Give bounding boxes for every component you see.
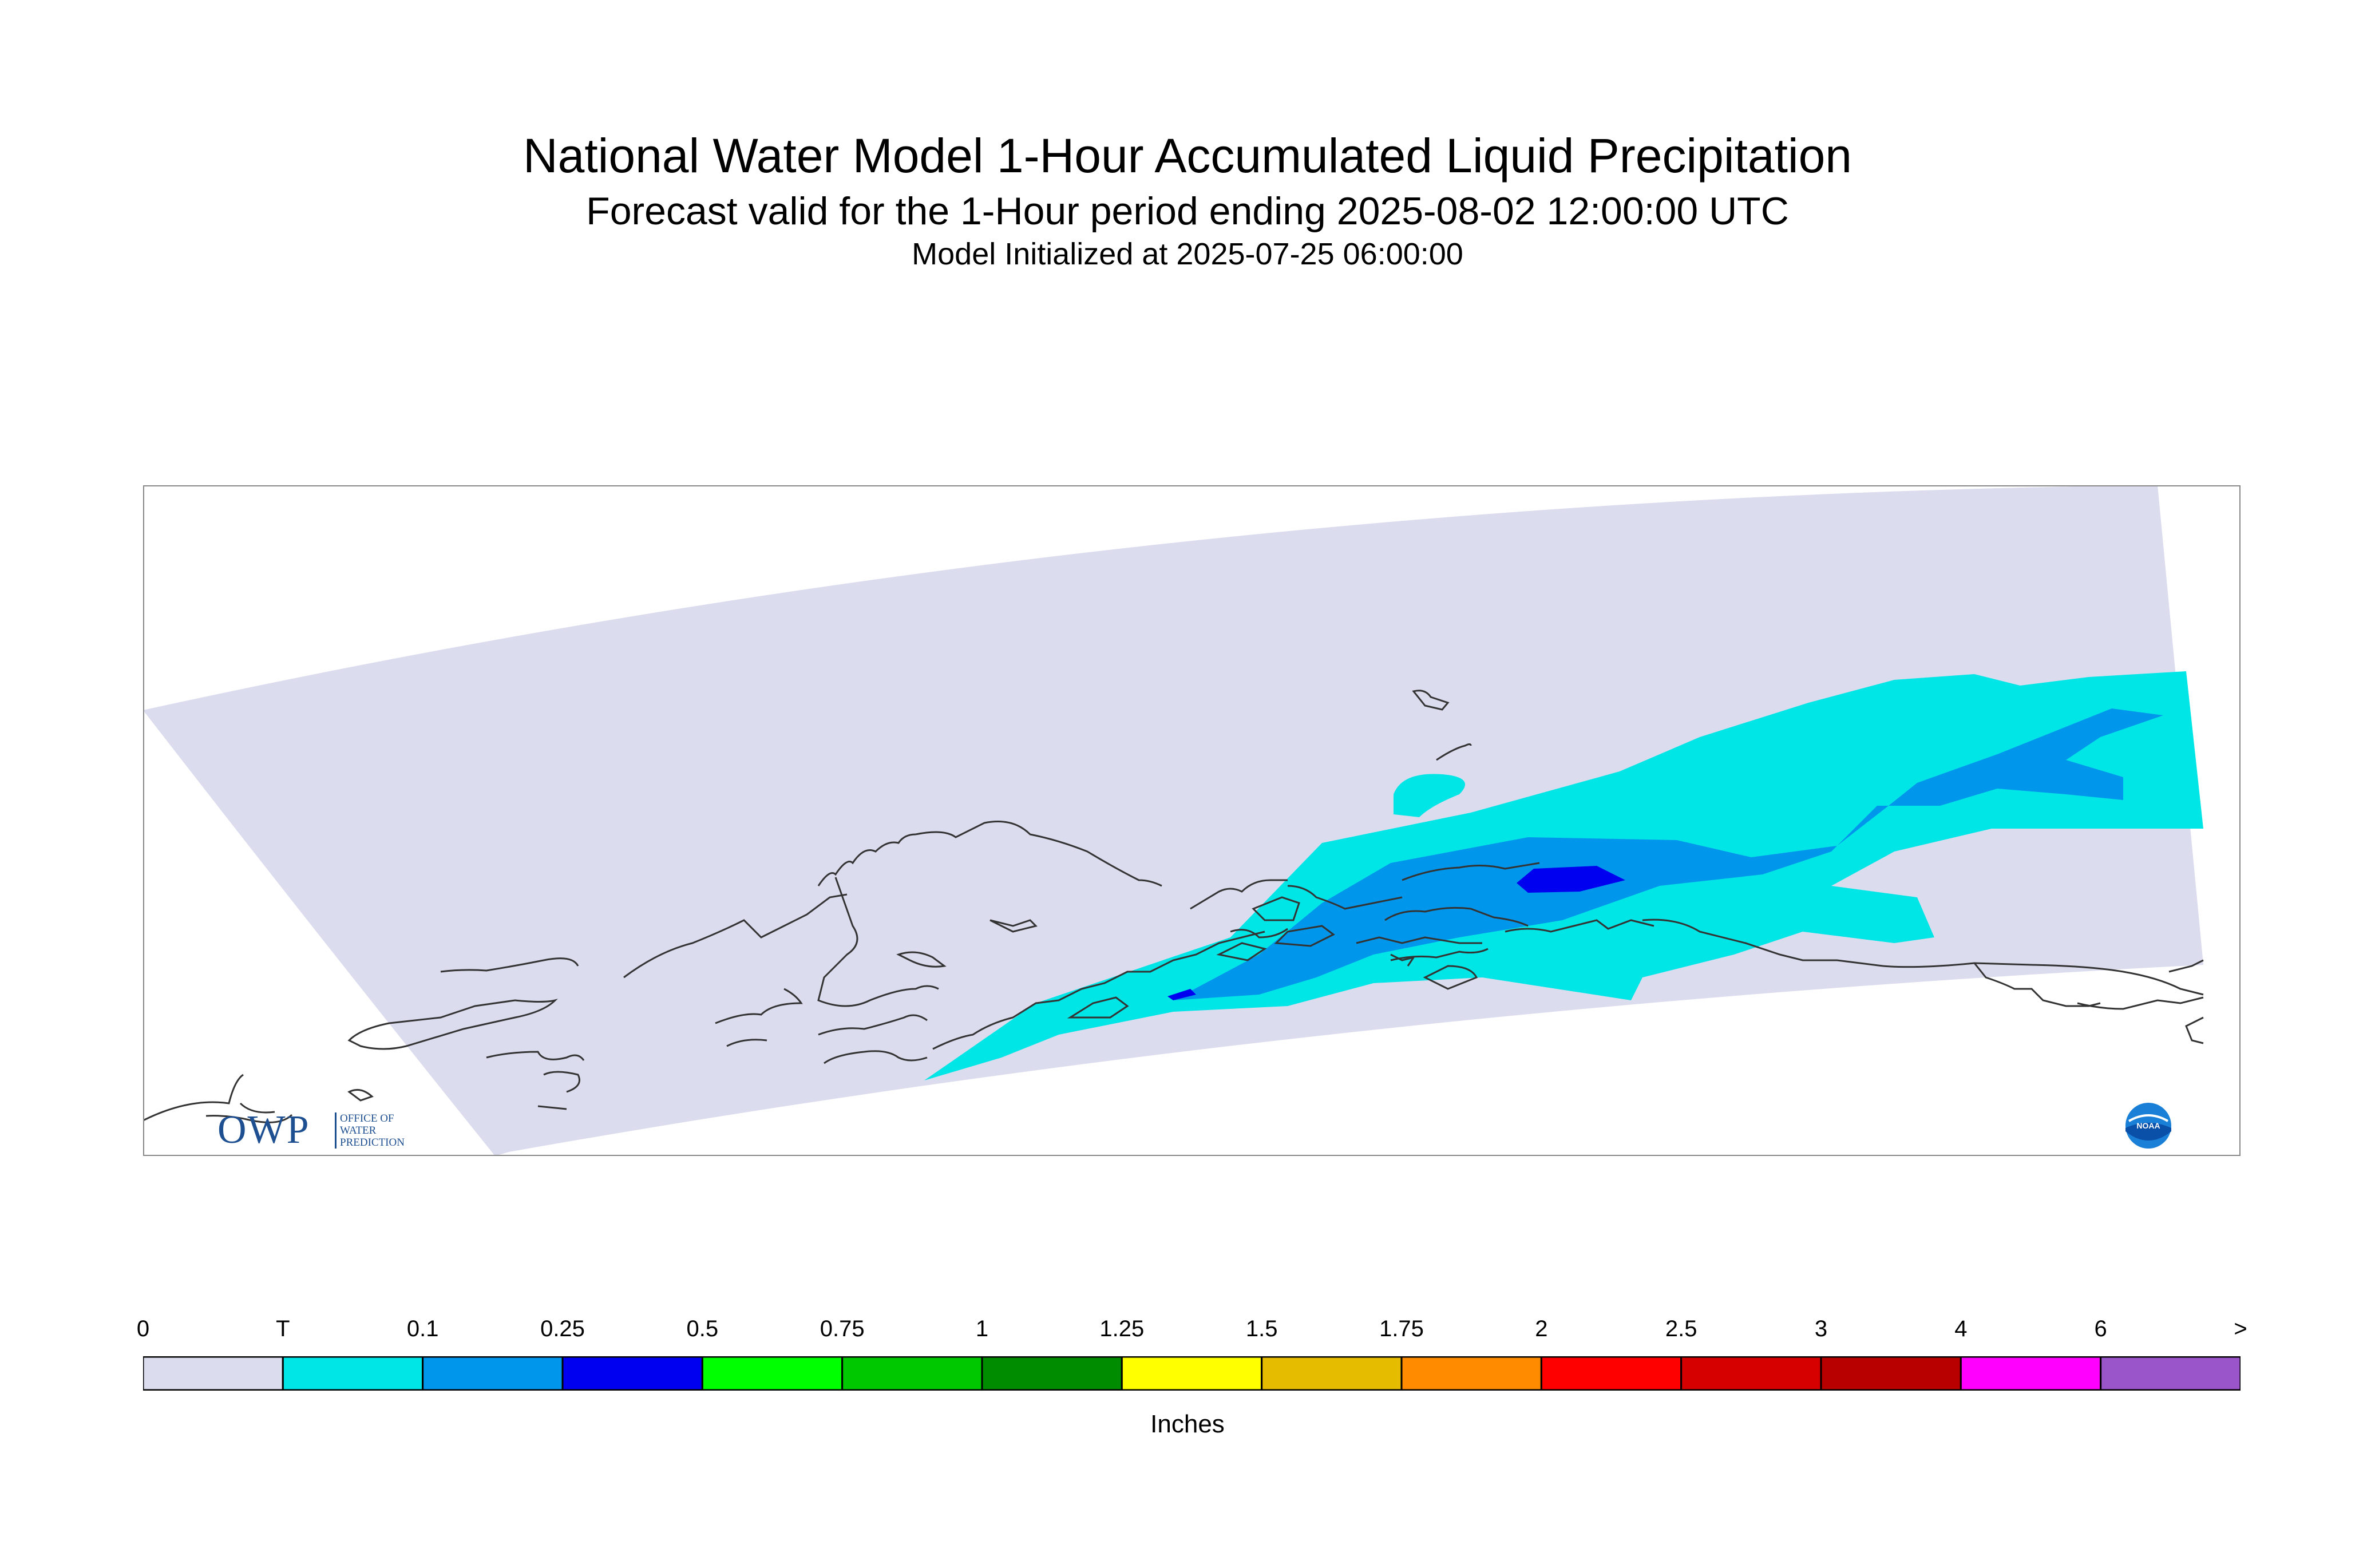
legend-tick-label: 0.5 xyxy=(686,1316,719,1341)
map-frame xyxy=(143,485,2241,1156)
owp-logo-text: OFFICE OF WATER PREDICTION xyxy=(335,1112,405,1149)
owp-text-line-3: PREDICTION xyxy=(340,1137,405,1149)
legend-swatch xyxy=(981,1356,1123,1391)
legend-swatch xyxy=(143,1356,284,1391)
owp-logo: OWP OFFICE OF WATER PREDICTION xyxy=(217,1108,405,1152)
legend-units: Inches xyxy=(1150,1410,1225,1438)
precip-trace-blob xyxy=(1394,774,1465,817)
legend-swatch xyxy=(1960,1356,2102,1391)
noaa-logo-text: NOAA xyxy=(2136,1121,2160,1130)
legend-swatch xyxy=(422,1356,564,1391)
legend-tick-label: 0.1 xyxy=(406,1316,439,1341)
legend-tick-label: 6 xyxy=(2094,1316,2107,1341)
legend-swatch xyxy=(1680,1356,1822,1391)
legend-tick-label: 1 xyxy=(975,1316,989,1341)
precipitation-map xyxy=(143,485,2241,1156)
legend-swatch xyxy=(701,1356,844,1391)
legend-tick-label: 0.25 xyxy=(540,1316,585,1341)
legend-colorbar xyxy=(143,1356,2241,1391)
model-domain-fill xyxy=(143,485,2203,1156)
init-time: Model Initialized at 2025-07-25 06:00:00 xyxy=(912,237,1463,271)
precip-quarter-spot xyxy=(1167,989,1196,1000)
legend-swatch xyxy=(2100,1356,2241,1391)
legend-swatch xyxy=(1540,1356,1683,1391)
legend-swatch xyxy=(841,1356,983,1391)
legend-swatch xyxy=(1261,1356,1403,1391)
legend-tick-labels: 0 T 0.1 0.25 0.5 0.75 1 1.25 1.5 1.75 2 2.5 3 4 6 > xyxy=(0,1316,2375,1351)
precip-quarter-area xyxy=(1517,866,1625,893)
owp-logo-mark: OWP xyxy=(217,1108,310,1152)
legend-tick-label: 4 xyxy=(1954,1316,1968,1341)
chart-subtitle: Forecast valid for the 1-Hour period end… xyxy=(586,189,1789,233)
legend-tick-label: 1.25 xyxy=(1099,1316,1145,1341)
legend-tick-label: 2.5 xyxy=(1665,1316,1697,1341)
legend-swatch xyxy=(1400,1356,1542,1391)
legend-swatch xyxy=(1121,1356,1263,1391)
legend-tick-label: > xyxy=(2234,1316,2247,1341)
legend-tick-label: 1.5 xyxy=(1245,1316,1278,1341)
coastlines xyxy=(143,690,2204,1123)
legend-tick-label: 3 xyxy=(1814,1316,1828,1341)
legend-swatch xyxy=(561,1356,703,1391)
legend-tick-label: 0.75 xyxy=(820,1316,865,1341)
legend-tick-label: 2 xyxy=(1535,1316,1548,1341)
chart-title: National Water Model 1-Hour Accumulated … xyxy=(522,129,1852,183)
noaa-logo: NOAA xyxy=(2125,1103,2171,1149)
legend-swatch xyxy=(282,1356,424,1391)
dry-notch xyxy=(1431,989,1484,1017)
legend-swatch xyxy=(1820,1356,1962,1391)
owp-text-line-1: OFFICE OF xyxy=(340,1112,394,1124)
legend-tick-label: 0 xyxy=(136,1316,150,1341)
legend-tick-label: T xyxy=(276,1316,290,1341)
legend-tick-label: 1.75 xyxy=(1379,1316,1424,1341)
precip-tenth-area xyxy=(1173,708,2163,1000)
owp-text-line-2: WATER xyxy=(340,1124,377,1137)
